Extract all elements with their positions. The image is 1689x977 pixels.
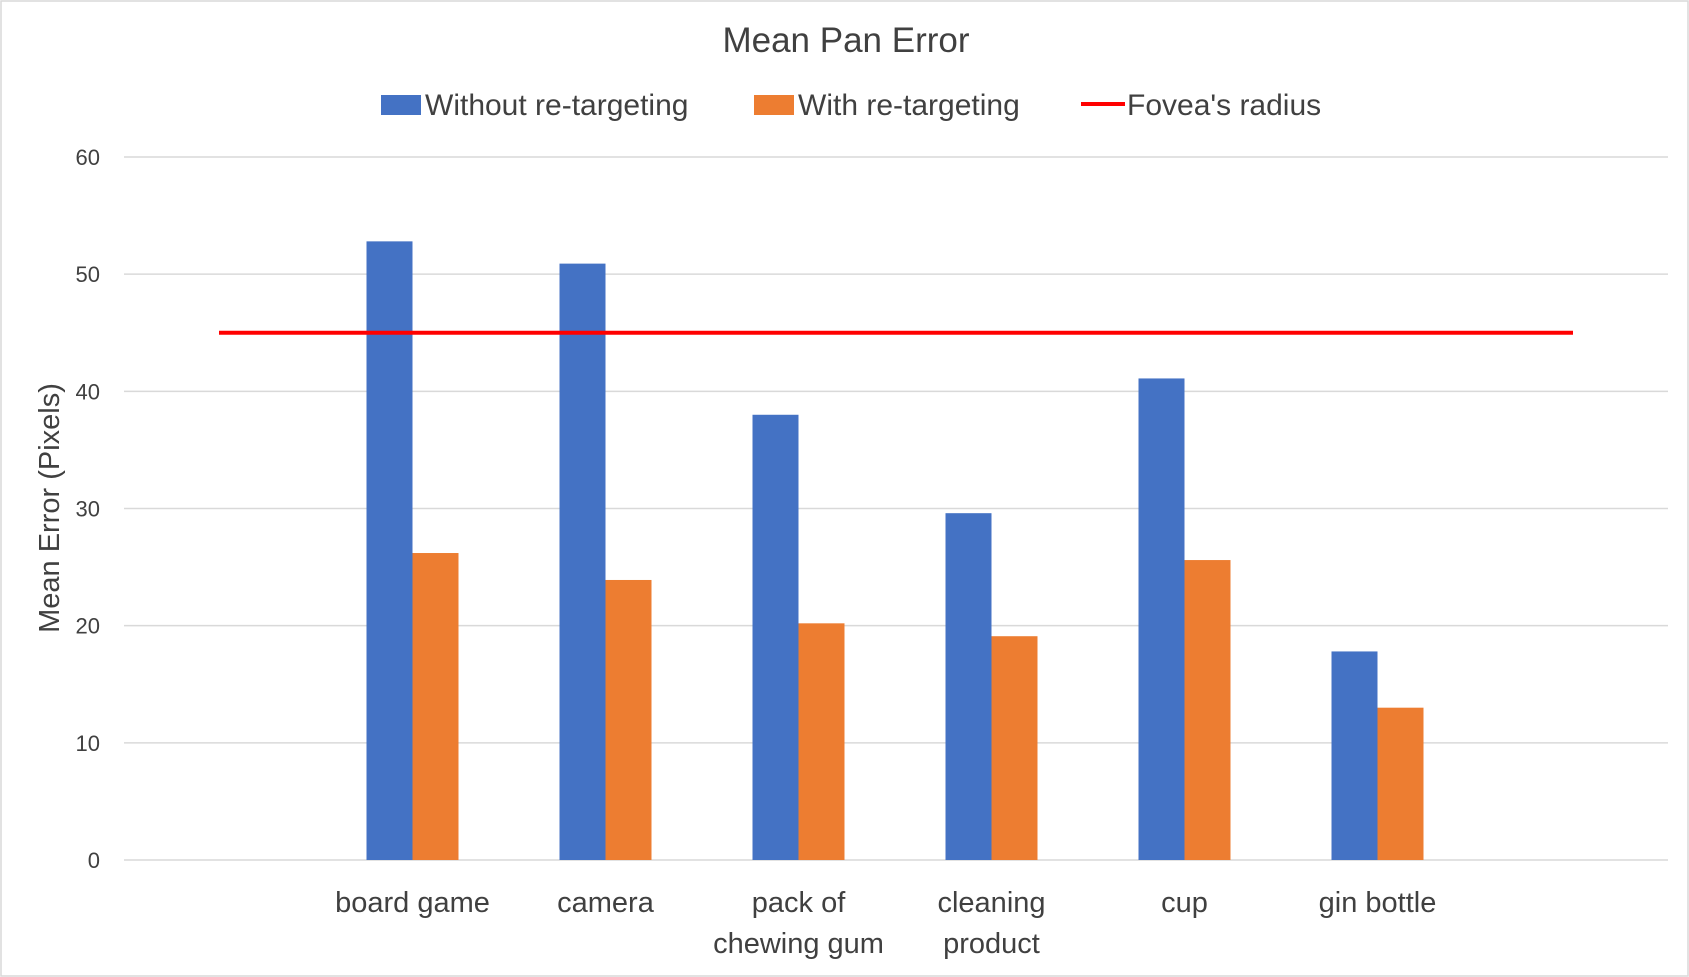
- x-category-label-camera: camera: [557, 887, 655, 919]
- x-category-label-cleaning-product: cleaning product: [937, 887, 1045, 960]
- chart-title: Mean Pan Error: [722, 21, 969, 60]
- bar-with-re-targeting-board-game: [412, 553, 459, 860]
- legend-swatch-with-retargeting: [754, 95, 794, 115]
- bar-with-re-targeting-gin-bottle: [1377, 707, 1424, 860]
- bar-without-re-targeting-cup: [1138, 378, 1185, 860]
- y-tick-label-40: 40: [76, 379, 100, 404]
- x-category-label-line: cleaning: [937, 887, 1045, 919]
- bar-with-re-targeting-cleaning-product: [991, 636, 1038, 860]
- bar-without-re-targeting-pack-of-chewing-gum: [752, 414, 799, 860]
- x-category-label-cup: cup: [1161, 887, 1208, 919]
- legend-label-with-retargeting: With re-targeting: [798, 89, 1020, 122]
- legend: Without re-targeting With re-targeting F…: [381, 89, 1321, 122]
- y-tick-label-0: 0: [88, 848, 100, 873]
- x-category-label-line: gin bottle: [1319, 887, 1437, 919]
- x-category-label-line: board game: [335, 887, 490, 919]
- x-category-labels: board game camera pack of chewing gum cleani…: [335, 887, 1436, 960]
- x-category-label-line: pack of: [752, 887, 846, 919]
- x-category-label-line: chewing gum: [713, 928, 884, 960]
- y-tick-label-20: 20: [76, 614, 100, 639]
- bar-without-re-targeting-gin-bottle: [1331, 651, 1378, 860]
- x-category-label-line: product: [943, 928, 1040, 960]
- y-tick-labels: 0 10 20 30 40 50 60: [76, 145, 100, 873]
- bar-with-re-targeting-cup: [1184, 560, 1231, 860]
- x-category-label-line: camera: [557, 887, 655, 919]
- bar-with-re-targeting-camera: [605, 579, 652, 860]
- y-tick-label-50: 50: [76, 262, 100, 287]
- legend-label-fovea-radius: Fovea's radius: [1127, 89, 1321, 122]
- x-category-label-board-game: board game: [335, 887, 490, 919]
- y-axis-title: Mean Error (Pixels): [34, 383, 66, 633]
- y-tick-label-60: 60: [76, 145, 100, 170]
- bars: [366, 241, 1424, 861]
- bar-without-re-targeting-cleaning-product: [945, 513, 992, 860]
- bar-without-re-targeting-board-game: [366, 241, 413, 861]
- bar-without-re-targeting-camera: [559, 263, 606, 860]
- y-tick-label-10: 10: [76, 731, 100, 756]
- y-tick-label-30: 30: [76, 497, 100, 522]
- x-category-label-pack-of-chewing-gum: pack of chewing gum: [713, 887, 884, 960]
- legend-label-without-retargeting: Without re-targeting: [425, 89, 688, 122]
- x-category-label-line: cup: [1161, 887, 1208, 919]
- x-category-label-gin-bottle: gin bottle: [1319, 887, 1437, 919]
- bar-with-re-targeting-pack-of-chewing-gum: [798, 623, 845, 860]
- legend-swatch-without-retargeting: [381, 95, 421, 115]
